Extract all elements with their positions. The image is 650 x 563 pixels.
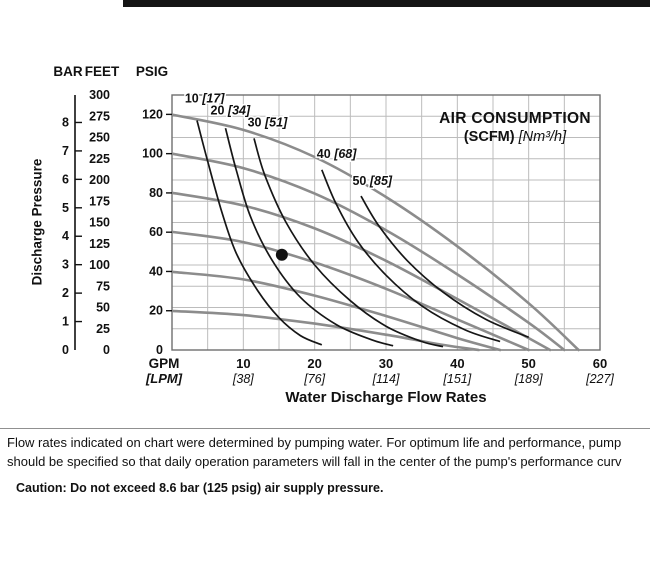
feet-tick-label: 300 bbox=[89, 88, 110, 102]
lpm-unit-label: [LPM] bbox=[145, 371, 183, 386]
psig-tick-label: 120 bbox=[142, 107, 163, 121]
performance-curve-2 bbox=[170, 152, 566, 352]
feet-tick-label: 75 bbox=[96, 279, 110, 293]
caution-note: Caution: Do not exceed 8.6 bar (125 psig… bbox=[16, 481, 384, 495]
bar-tick-label: 7 bbox=[62, 144, 69, 158]
gpm-tick-label: 30 bbox=[379, 356, 393, 371]
gpm-tick-label: 40 bbox=[450, 356, 464, 371]
bar-tick-label: 2 bbox=[62, 286, 69, 300]
bar-tick-label: 0 bbox=[62, 343, 69, 357]
footnote: Flow rates indicated on chart were deter… bbox=[7, 433, 650, 471]
scfm-label: (SCFM) bbox=[463, 129, 515, 145]
pump-performance-chart-canvas: 10 [17]20 [34]30 [51] 40 [68] 50 [85] 0 1 2 3 4… bbox=[62, 88, 614, 386]
air-consumption-title: AIR CONSUMPTION (SCFM) [Nm³/h] bbox=[424, 110, 606, 145]
psig-tick-label: 40 bbox=[149, 264, 163, 278]
bar-tick-label: 1 bbox=[62, 315, 69, 329]
section-divider bbox=[0, 428, 650, 429]
air-curve-label-50-scfm: 50 [85] bbox=[352, 174, 392, 188]
air-curve-label-10-scfm: 10 [17] bbox=[185, 92, 225, 106]
air-consumption-curve-50-scfm bbox=[360, 195, 530, 339]
feet-tick-label: 125 bbox=[89, 237, 110, 251]
air-consumption-curve-40-scfm bbox=[321, 169, 501, 343]
psig-tick-label: 60 bbox=[149, 225, 163, 239]
performance-curve-5 bbox=[170, 270, 502, 352]
air-consumption-curve-10-scfm bbox=[196, 120, 323, 346]
feet-tick-label: 275 bbox=[89, 109, 110, 123]
lpm-tick-label: [114] bbox=[372, 372, 400, 386]
air-consumption-title-line2: (SCFM) [Nm³/h] bbox=[424, 129, 606, 145]
bar-tick-label: 3 bbox=[62, 258, 69, 272]
gpm-tick-label: 20 bbox=[307, 356, 321, 371]
feet-tick-label: 200 bbox=[89, 173, 110, 187]
top-bar bbox=[123, 0, 650, 7]
bar-axis-header: BAR bbox=[53, 64, 83, 79]
feet-tick-label: 0 bbox=[103, 343, 110, 357]
lpm-tick-label: [38] bbox=[232, 372, 254, 386]
bar-tick-label: 8 bbox=[62, 115, 69, 129]
air-curve-label-20-scfm: 20 [34] bbox=[211, 104, 251, 118]
feet-tick-label: 50 bbox=[96, 301, 110, 315]
gpm-tick-label: 10 bbox=[236, 356, 250, 371]
feet-tick-label: 25 bbox=[96, 322, 110, 336]
lpm-tick-label: [151] bbox=[442, 372, 471, 386]
air-curve-label-30-scfm: 30 [51] bbox=[248, 115, 288, 129]
nm3h-label: [Nm³/h] bbox=[518, 129, 567, 145]
gpm-tick-label: 60 bbox=[593, 356, 607, 371]
psig-tick-label: 20 bbox=[149, 304, 163, 318]
operating-point-dot bbox=[275, 248, 288, 261]
feet-tick-label: 150 bbox=[89, 216, 110, 230]
air-consumption-curve-30-scfm bbox=[253, 138, 444, 348]
footnote-line2: should be specified so that daily operat… bbox=[7, 454, 622, 469]
gpm-tick-label: 50 bbox=[521, 356, 535, 371]
y-axis-title: Discharge Pressure bbox=[29, 158, 45, 286]
lpm-tick-label: [227] bbox=[585, 372, 614, 386]
feet-tick-label: 225 bbox=[89, 152, 110, 166]
bar-tick-label: 5 bbox=[62, 201, 69, 215]
psig-tick-label: 0 bbox=[156, 343, 163, 357]
plot-border bbox=[171, 94, 601, 351]
psig-tick-label: 80 bbox=[149, 186, 163, 200]
air-consumption-title-line1: AIR CONSUMPTION bbox=[439, 110, 591, 127]
lpm-tick-label: [76] bbox=[303, 372, 325, 386]
footnote-line1: Flow rates indicated on chart were deter… bbox=[7, 435, 622, 450]
feet-tick-label: 175 bbox=[89, 194, 110, 208]
performance-curve-3 bbox=[170, 191, 552, 352]
psig-tick-label: 100 bbox=[142, 147, 163, 161]
x-axis-title: Water Discharge Flow Rates bbox=[285, 389, 487, 406]
performance-curve-1 bbox=[170, 113, 580, 352]
psig-axis-header: PSIG bbox=[135, 64, 169, 79]
performance-curve-4 bbox=[170, 230, 530, 352]
feet-tick-label: 100 bbox=[89, 258, 110, 272]
bar-tick-label: 4 bbox=[62, 229, 69, 243]
air-curve-label-40-scfm: 40 [68] bbox=[317, 147, 357, 161]
gpm-unit-label: GPM bbox=[149, 356, 180, 371]
bar-tick-label: 6 bbox=[62, 172, 69, 186]
air-consumption-curve-20-scfm bbox=[224, 127, 394, 347]
lpm-tick-label: [189] bbox=[514, 372, 543, 386]
feet-tick-label: 250 bbox=[89, 131, 110, 145]
feet-axis-header: FEET bbox=[84, 64, 120, 79]
